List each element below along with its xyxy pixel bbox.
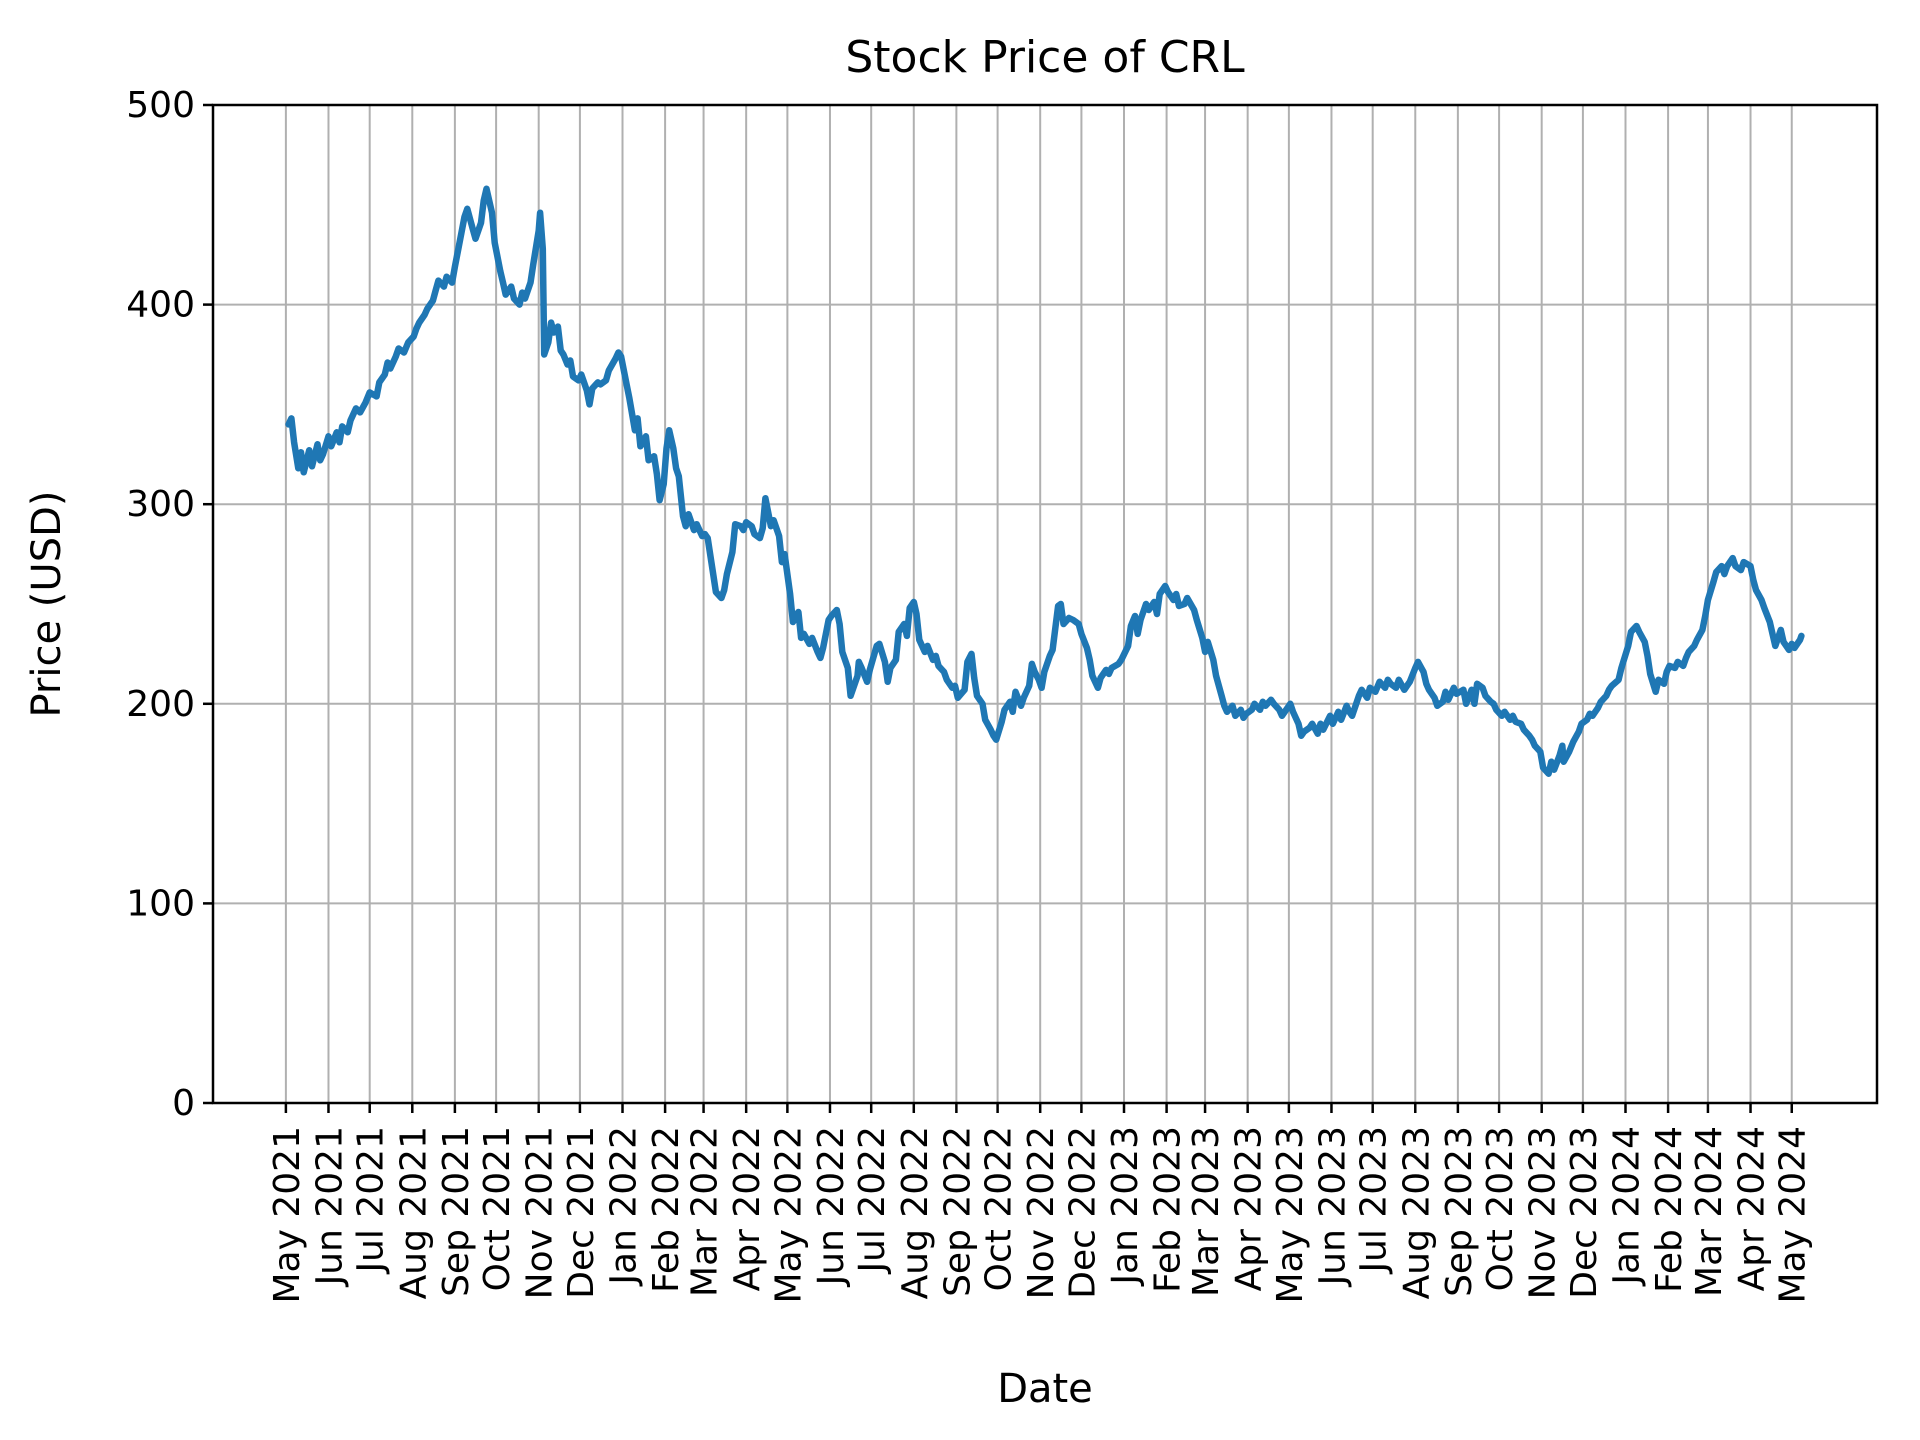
y-tick-label: 500 [126, 85, 195, 126]
x-tick-label: Apr 2024 [1732, 1126, 1773, 1291]
x-tick-label: Nov 2021 [520, 1126, 561, 1299]
x-tick-label: Nov 2023 [1523, 1126, 1564, 1299]
x-tick-label: Jun 2021 [309, 1126, 350, 1287]
x-tick-label: Aug 2023 [1396, 1126, 1437, 1299]
chart-title: Stock Price of CRL [845, 32, 1245, 83]
x-tick-label: Jul 2023 [1354, 1126, 1395, 1275]
x-axis-label: Date [997, 1366, 1093, 1412]
x-tick-label: Sep 2022 [937, 1126, 978, 1297]
x-tick-label: Mar 2022 [685, 1126, 726, 1297]
x-tick-label: Oct 2023 [1480, 1126, 1521, 1291]
axis-tick-labels: 0 100 200 300 400 500 May 2021 Jun 2021 Jul 2021… [126, 85, 1813, 1304]
y-tick-label: 200 [126, 684, 195, 725]
x-tick-label: Feb 2024 [1649, 1126, 1690, 1293]
x-tick-label: Apr 2023 [1229, 1126, 1270, 1291]
x-tick-label: Dec 2023 [1564, 1126, 1605, 1299]
x-tick-label: May 2021 [267, 1126, 308, 1304]
x-tick-label: May 2024 [1773, 1126, 1814, 1304]
x-tick-label: Aug 2022 [895, 1126, 936, 1299]
x-tick-label: May 2023 [1270, 1126, 1311, 1304]
y-tick-label: 400 [126, 285, 195, 326]
x-tick-label: Jul 2022 [852, 1126, 893, 1275]
price-line-series [285, 185, 1805, 777]
x-tick-label: Mar 2024 [1689, 1126, 1730, 1297]
x-tick-label: Sep 2023 [1439, 1126, 1480, 1297]
x-tick-label: Jun 2022 [811, 1126, 852, 1287]
y-tick-label: 300 [126, 484, 195, 525]
x-tick-label: Mar 2023 [1186, 1126, 1227, 1297]
x-tick-label: Oct 2021 [477, 1126, 518, 1291]
x-tick-label: Feb 2022 [646, 1126, 687, 1293]
x-tick-label: May 2022 [768, 1126, 809, 1304]
x-tick-label: Jan 2022 [604, 1126, 645, 1287]
axis-ticks [203, 103, 1793, 1113]
x-tick-label: Feb 2023 [1148, 1126, 1189, 1293]
plot-border [211, 103, 1879, 1105]
x-tick-label: Oct 2022 [979, 1126, 1020, 1291]
y-tick-label: 0 [172, 1083, 195, 1124]
gridlines [213, 104, 1877, 1104]
x-tick-label: Apr 2022 [727, 1126, 768, 1291]
x-tick-label: Aug 2021 [393, 1126, 434, 1299]
y-axis-label: Price (USD) [24, 491, 70, 718]
y-tick-label: 100 [126, 883, 195, 924]
x-tick-label: Jul 2021 [351, 1126, 392, 1275]
x-tick-label: Sep 2021 [436, 1126, 477, 1297]
x-tick-label: Jan 2024 [1606, 1126, 1647, 1287]
x-tick-label: Jan 2023 [1105, 1126, 1146, 1287]
x-tick-label: Nov 2022 [1021, 1126, 1062, 1299]
x-tick-label: Dec 2021 [561, 1126, 602, 1299]
series-layer [285, 185, 1805, 777]
x-tick-label: Jun 2023 [1312, 1126, 1353, 1287]
x-tick-label: Dec 2022 [1062, 1126, 1103, 1299]
